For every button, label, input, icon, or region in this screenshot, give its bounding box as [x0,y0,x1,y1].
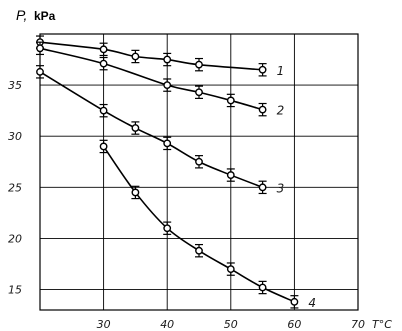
data-point [258,183,267,192]
data-point [163,55,172,64]
data-point [258,283,267,292]
grid [39,33,359,311]
y-tick-label: 30 [8,130,22,143]
data-point [163,139,172,148]
data-point [36,44,44,53]
series-label: 2 [277,104,285,118]
series-3 [36,65,267,195]
y-tick-label: 35 [8,79,22,92]
data-point [226,96,235,105]
data-point [258,65,267,74]
x-tick-label: 60 [287,318,301,331]
y-tick-label: 25 [8,181,22,194]
data-point [195,88,203,97]
series-2 [36,41,267,117]
y-tick-label: 15 [8,284,22,297]
y-axis-title-variable: P, [16,7,27,23]
x-tick-label: 40 [160,318,174,331]
data-point [131,52,140,61]
series-line [102,145,295,303]
y-tick-label: 20 [8,232,22,245]
data-point [131,124,140,132]
data-point [258,105,267,114]
data-point [99,59,108,68]
y-axis-title-unit: kPa [34,9,56,23]
data-point [163,224,172,233]
data-point [226,265,235,274]
data-point [131,188,140,197]
data-point [36,67,44,76]
data-point [195,246,203,255]
series-layer [36,35,299,309]
series-label: 3 [277,181,285,195]
series-4 [99,139,299,309]
x-tick-label: 30 [97,318,111,331]
data-point [99,142,108,151]
data-point [99,45,108,54]
series-labels: 1 2 3 4 [277,64,316,310]
data-point [290,297,299,306]
data-point [195,157,203,166]
data-point [195,60,203,69]
series-line [39,71,263,189]
tick-labels: 30 40 50 60 70 15 20 25 30 35 [8,79,365,331]
series-label: 4 [308,296,316,310]
x-tick-label: 50 [224,318,238,331]
x-axis-title: T°C [372,318,392,331]
series-label: 1 [277,64,285,78]
x-tick-label: 70 [351,318,365,331]
plot-frame [39,33,359,311]
data-point [226,171,235,179]
data-point [163,81,172,90]
data-point [99,106,108,115]
